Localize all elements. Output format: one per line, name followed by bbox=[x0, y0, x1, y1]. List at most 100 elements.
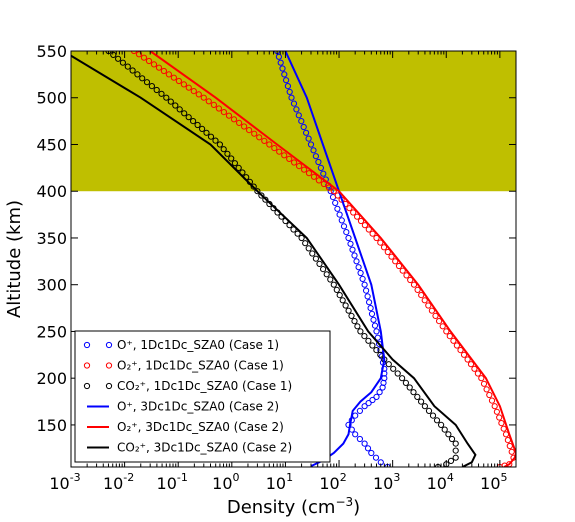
series-1-point-23 bbox=[246, 127, 253, 134]
series-2-point-82 bbox=[433, 417, 441, 424]
x-tick-label-exp: -1 bbox=[177, 471, 188, 484]
series-0-point-30 bbox=[340, 223, 348, 230]
series-1-point-25 bbox=[256, 134, 263, 141]
series-0-point-10 bbox=[293, 106, 300, 113]
series-0-point-17 bbox=[310, 147, 317, 154]
series-1-point-18 bbox=[220, 109, 227, 116]
series-2-point-44 bbox=[294, 230, 301, 237]
series-0-point-44 bbox=[367, 305, 374, 312]
series-2-point-77 bbox=[414, 393, 421, 400]
series-1-point-34 bbox=[301, 166, 308, 173]
series-1-point-60 bbox=[407, 276, 414, 284]
series-1-point-46 bbox=[354, 213, 361, 220]
series-2-point-85 bbox=[445, 431, 452, 438]
series-1-point-65 bbox=[425, 302, 432, 309]
series-2-point-9 bbox=[148, 83, 155, 90]
series-1-point-16 bbox=[210, 101, 217, 109]
x-tick-label-base: 10 bbox=[427, 474, 447, 493]
x-tick-label-5: 102 bbox=[319, 471, 346, 493]
series-2-point-86 bbox=[448, 435, 456, 443]
series-1-point-57 bbox=[395, 262, 403, 270]
x-tick-label-exp: 5 bbox=[501, 471, 508, 484]
x-tick-label-base: 10 bbox=[373, 474, 393, 493]
series-2-point-36 bbox=[262, 196, 269, 203]
x-tick-label-3: 100 bbox=[212, 471, 239, 493]
legend-label-0: O⁺, 1Dc1Dc_SZA0 (Case 1) bbox=[117, 338, 279, 352]
series-0-point-18 bbox=[312, 153, 319, 160]
x-axis-title-main: Density (cm bbox=[227, 497, 336, 518]
y-tick-label-1: 200 bbox=[36, 369, 67, 388]
series-1-point-63 bbox=[418, 292, 425, 299]
series-1-point-84 bbox=[488, 397, 496, 404]
legend-swatch-1-b bbox=[105, 362, 113, 369]
x-axis-title-sup: −3 bbox=[335, 495, 353, 509]
series-1-point-3 bbox=[145, 57, 153, 65]
series-2-point-35 bbox=[258, 192, 265, 199]
series-0-point-16 bbox=[307, 141, 315, 148]
series-2-point-17 bbox=[185, 114, 192, 121]
y-axis-title: Altitude (km) bbox=[4, 200, 25, 318]
series-markers-2 bbox=[105, 51, 459, 467]
series-1-point-59 bbox=[403, 272, 410, 279]
x-tick-label-base: 10 bbox=[103, 474, 123, 493]
series-2-point-26 bbox=[224, 150, 231, 157]
shaded-region bbox=[71, 51, 516, 192]
x-tick-label-exp: 0 bbox=[233, 471, 240, 484]
x-tick-label-base: 10 bbox=[319, 474, 339, 493]
series-1-point-22 bbox=[241, 123, 248, 130]
series-0-point-60 bbox=[373, 393, 380, 400]
series-1-point-75 bbox=[460, 351, 468, 358]
series-1-point-30 bbox=[281, 152, 288, 159]
series-2-point-27 bbox=[228, 155, 235, 162]
legend-swatch-0-b bbox=[105, 341, 113, 349]
series-0-point-12 bbox=[298, 118, 305, 125]
series-2-point-89 bbox=[452, 454, 459, 461]
series-2-point-58 bbox=[342, 302, 349, 309]
series-1-point-83 bbox=[486, 391, 493, 399]
series-1-point-55 bbox=[388, 253, 395, 260]
series-1-point-50 bbox=[369, 230, 376, 237]
series-0-point-8 bbox=[288, 94, 295, 101]
y-tick-label-2: 250 bbox=[36, 322, 67, 341]
series-2-point-29 bbox=[235, 164, 242, 171]
series-2-point-28 bbox=[231, 160, 238, 167]
series-0-point-38 bbox=[357, 269, 364, 277]
series-0-point-65 bbox=[352, 412, 359, 419]
legend-swatch-1-a bbox=[83, 362, 91, 369]
series-2-point-79 bbox=[421, 403, 428, 410]
series-1-point-82 bbox=[483, 386, 490, 393]
series-1-point-78 bbox=[471, 365, 478, 372]
series-2-point-63 bbox=[357, 328, 364, 335]
y-tick-label-6: 450 bbox=[36, 135, 67, 154]
series-2-point-4 bbox=[124, 63, 131, 70]
legend-swatch-2-a bbox=[83, 382, 91, 390]
x-tick-label-base: 10 bbox=[480, 474, 500, 493]
series-2-point-59 bbox=[345, 307, 352, 314]
series-2-point-10 bbox=[153, 86, 160, 94]
series-2-point-24 bbox=[216, 141, 223, 148]
x-axis-title: Density (cm−3) bbox=[227, 495, 360, 518]
series-0-point-3 bbox=[279, 65, 286, 72]
series-0-point-5 bbox=[283, 77, 290, 84]
legend-swatch-0-a bbox=[83, 341, 91, 349]
series-2-point-8 bbox=[143, 79, 151, 86]
x-tick-label-base: 10 bbox=[212, 474, 232, 493]
series-2-point-54 bbox=[330, 281, 337, 288]
series-1-point-68 bbox=[436, 318, 443, 325]
series-1-point-40 bbox=[330, 188, 337, 195]
legend-label-3: O⁺, 3Dc1Dc_SZA0 (Case 2) bbox=[117, 400, 279, 414]
series-2-point-12 bbox=[163, 94, 170, 101]
series-2-point-66 bbox=[369, 342, 376, 349]
series-0-point-29 bbox=[338, 217, 345, 224]
series-0-point-69 bbox=[352, 431, 359, 438]
series-0-point-61 bbox=[369, 396, 376, 404]
series-2-point-61 bbox=[351, 318, 358, 325]
legend: O⁺, 1Dc1Dc_SZA0 (Case 1) O₂⁺, 1Dc1Dc_SZA0… bbox=[74, 330, 331, 463]
series-1-point-27 bbox=[266, 141, 273, 148]
series-2-point-67 bbox=[373, 347, 380, 354]
series-2-point-56 bbox=[336, 292, 343, 299]
legend-label-5: CO₂⁺, 3Dc1Dc_SZA0 (Case 2) bbox=[117, 441, 292, 455]
x-tick-label-4: 101 bbox=[266, 471, 293, 493]
series-line-5 bbox=[71, 54, 477, 467]
series-0-point-1 bbox=[275, 53, 282, 60]
